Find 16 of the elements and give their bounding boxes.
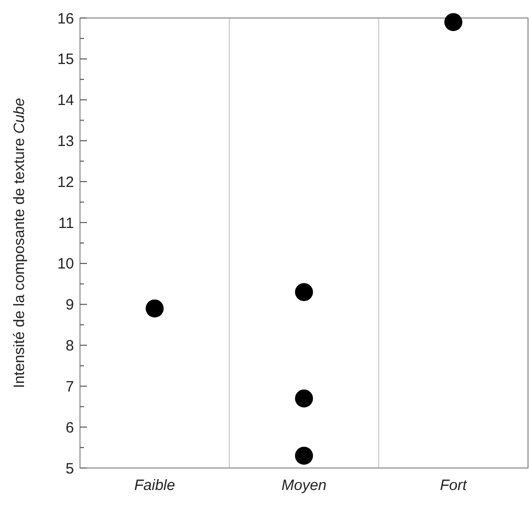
y-tick-label: 6 (66, 419, 74, 436)
y-tick-label: 14 (57, 92, 74, 110)
y-tick-label: 5 (66, 460, 74, 478)
y-axis-title: Intensité de la composante de texture Cube (11, 98, 28, 388)
y-tick-label: 7 (66, 378, 74, 396)
x-tick-label: Faible (134, 477, 176, 494)
y-tick-label: 9 (66, 296, 74, 314)
x-tick-label: Moyen (281, 477, 327, 494)
x-tick-label: Fort (440, 477, 468, 494)
y-tick-label: 13 (57, 132, 74, 150)
y-tick-label: 16 (57, 10, 74, 28)
y-tick-label: 12 (57, 174, 74, 191)
y-tick-label: 8 (66, 338, 74, 355)
y-tick-label: 15 (57, 51, 74, 68)
y-tick-label: 11 (58, 214, 74, 232)
y-tick-label: 10 (57, 256, 74, 273)
